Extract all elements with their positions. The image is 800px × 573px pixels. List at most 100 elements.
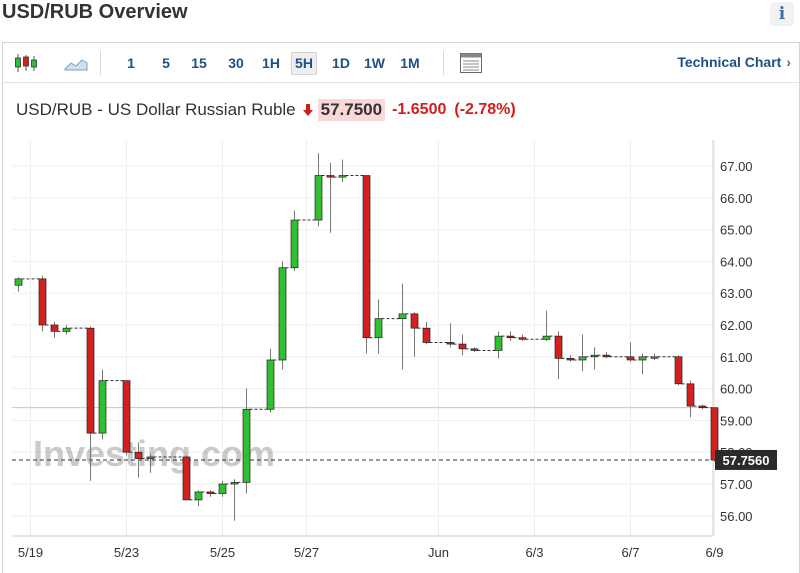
- candle-body: [590, 354, 599, 358]
- candle: [146, 453, 155, 473]
- y-tick-label: 63.00: [720, 286, 753, 301]
- candle-body: [506, 335, 515, 339]
- table-icon[interactable]: [458, 51, 484, 75]
- candle: [314, 153, 323, 227]
- candle: [398, 283, 407, 370]
- y-tick-label: 67.00: [720, 159, 753, 174]
- candle: [362, 175, 371, 354]
- candle: [554, 331, 563, 380]
- candle: [218, 480, 227, 497]
- candle: [626, 342, 635, 362]
- x-tick-label: 6/9: [705, 545, 723, 560]
- candle: [650, 353, 659, 360]
- timeframe-1h-button[interactable]: 1H: [262, 55, 280, 71]
- y-tick-label: 62.00: [720, 318, 753, 333]
- candle: [278, 261, 287, 370]
- price-change-percent: (-2.78%): [454, 101, 516, 118]
- y-tick-label: 64.00: [720, 254, 753, 269]
- candle-body: [86, 327, 95, 434]
- candle-body: [146, 456, 155, 459]
- candle-body: [470, 348, 479, 351]
- candle: [422, 321, 431, 345]
- candle-body: [50, 324, 59, 332]
- candle: [710, 407, 719, 462]
- y-tick-label: 56.00: [720, 509, 753, 524]
- candle: [458, 334, 467, 356]
- candle-body: [194, 491, 203, 501]
- candle-body: [182, 456, 191, 501]
- x-tick-label: 6/7: [621, 545, 639, 560]
- candle-body: [98, 380, 107, 434]
- candle-body: [290, 219, 299, 269]
- candle-body: [278, 267, 287, 361]
- candle-body: [686, 383, 695, 407]
- candle: [290, 210, 299, 271]
- candle-body: [374, 318, 383, 339]
- timeframe-5-button[interactable]: 5: [162, 55, 170, 71]
- area-chart-icon[interactable]: [63, 51, 89, 75]
- candle-body: [458, 343, 467, 350]
- x-tick-label: Jun: [428, 545, 449, 560]
- candle-body: [446, 342, 455, 345]
- y-tick-label: 57.00: [720, 477, 753, 492]
- technical-chart-link[interactable]: Technical Chart ›: [677, 54, 791, 70]
- page-title: USD/RUB Overview: [2, 1, 188, 23]
- candle-body: [338, 175, 347, 178]
- info-icon[interactable]: i: [770, 2, 794, 26]
- candle: [374, 299, 383, 354]
- candle-body: [134, 451, 143, 459]
- candle-body: [638, 356, 647, 361]
- candle-body: [266, 359, 275, 410]
- chevron-right-icon: ›: [786, 54, 791, 70]
- quote-header: USD/RUB - US Dollar Russian Ruble 57.750…: [16, 97, 516, 123]
- candle: [638, 353, 647, 375]
- candle: [98, 369, 107, 440]
- candle-body: [542, 335, 551, 340]
- down-arrow-icon: [302, 104, 313, 116]
- price-change: -1.6500: [392, 101, 447, 118]
- instrument-name: USD/RUB - US Dollar Russian Ruble: [16, 100, 296, 119]
- last-price-label: 57.7560: [723, 453, 770, 468]
- candle-body: [230, 482, 239, 485]
- candle: [518, 334, 527, 341]
- candle-body: [398, 313, 407, 319]
- investing-watermark: Investing.com: [33, 433, 275, 474]
- candle: [122, 380, 131, 456]
- candle-body: [14, 278, 23, 286]
- candle: [38, 275, 47, 332]
- candle-body: [698, 405, 707, 409]
- timeframe-1m-button[interactable]: 1M: [400, 55, 420, 71]
- candle: [206, 490, 215, 497]
- candle: [566, 355, 575, 362]
- x-tick-label: 6/3: [525, 545, 543, 560]
- x-tick-label: 5/23: [114, 545, 139, 560]
- y-tick-label: 65.00: [720, 223, 753, 238]
- x-tick-label: 5/27: [294, 545, 319, 560]
- candle: [674, 355, 683, 386]
- candle-body: [326, 175, 335, 178]
- timeframe-5h-button[interactable]: 5H: [291, 52, 317, 75]
- candle-body: [650, 356, 659, 359]
- candle-body: [422, 327, 431, 343]
- candle: [338, 159, 347, 182]
- timeframe-1-button[interactable]: 1: [127, 55, 135, 71]
- candle-body: [674, 356, 683, 385]
- candle: [266, 348, 275, 413]
- candlestick-icon[interactable]: [13, 51, 39, 75]
- candle-body: [242, 408, 251, 483]
- timeframe-1d-button[interactable]: 1D: [332, 55, 350, 71]
- candle-body: [410, 313, 419, 329]
- candle-body: [218, 483, 227, 494]
- candle: [50, 321, 59, 338]
- timeframe-30-button[interactable]: 30: [228, 55, 244, 71]
- last-price-badge: [715, 449, 777, 470]
- last-price: 57.7500: [317, 99, 386, 121]
- candle-body: [518, 337, 527, 340]
- timeframe-1w-button[interactable]: 1W: [364, 55, 385, 71]
- candle: [242, 388, 251, 494]
- candle: [602, 352, 611, 359]
- candle: [590, 347, 599, 370]
- candle: [410, 312, 419, 357]
- timeframe-15-button[interactable]: 15: [191, 55, 207, 71]
